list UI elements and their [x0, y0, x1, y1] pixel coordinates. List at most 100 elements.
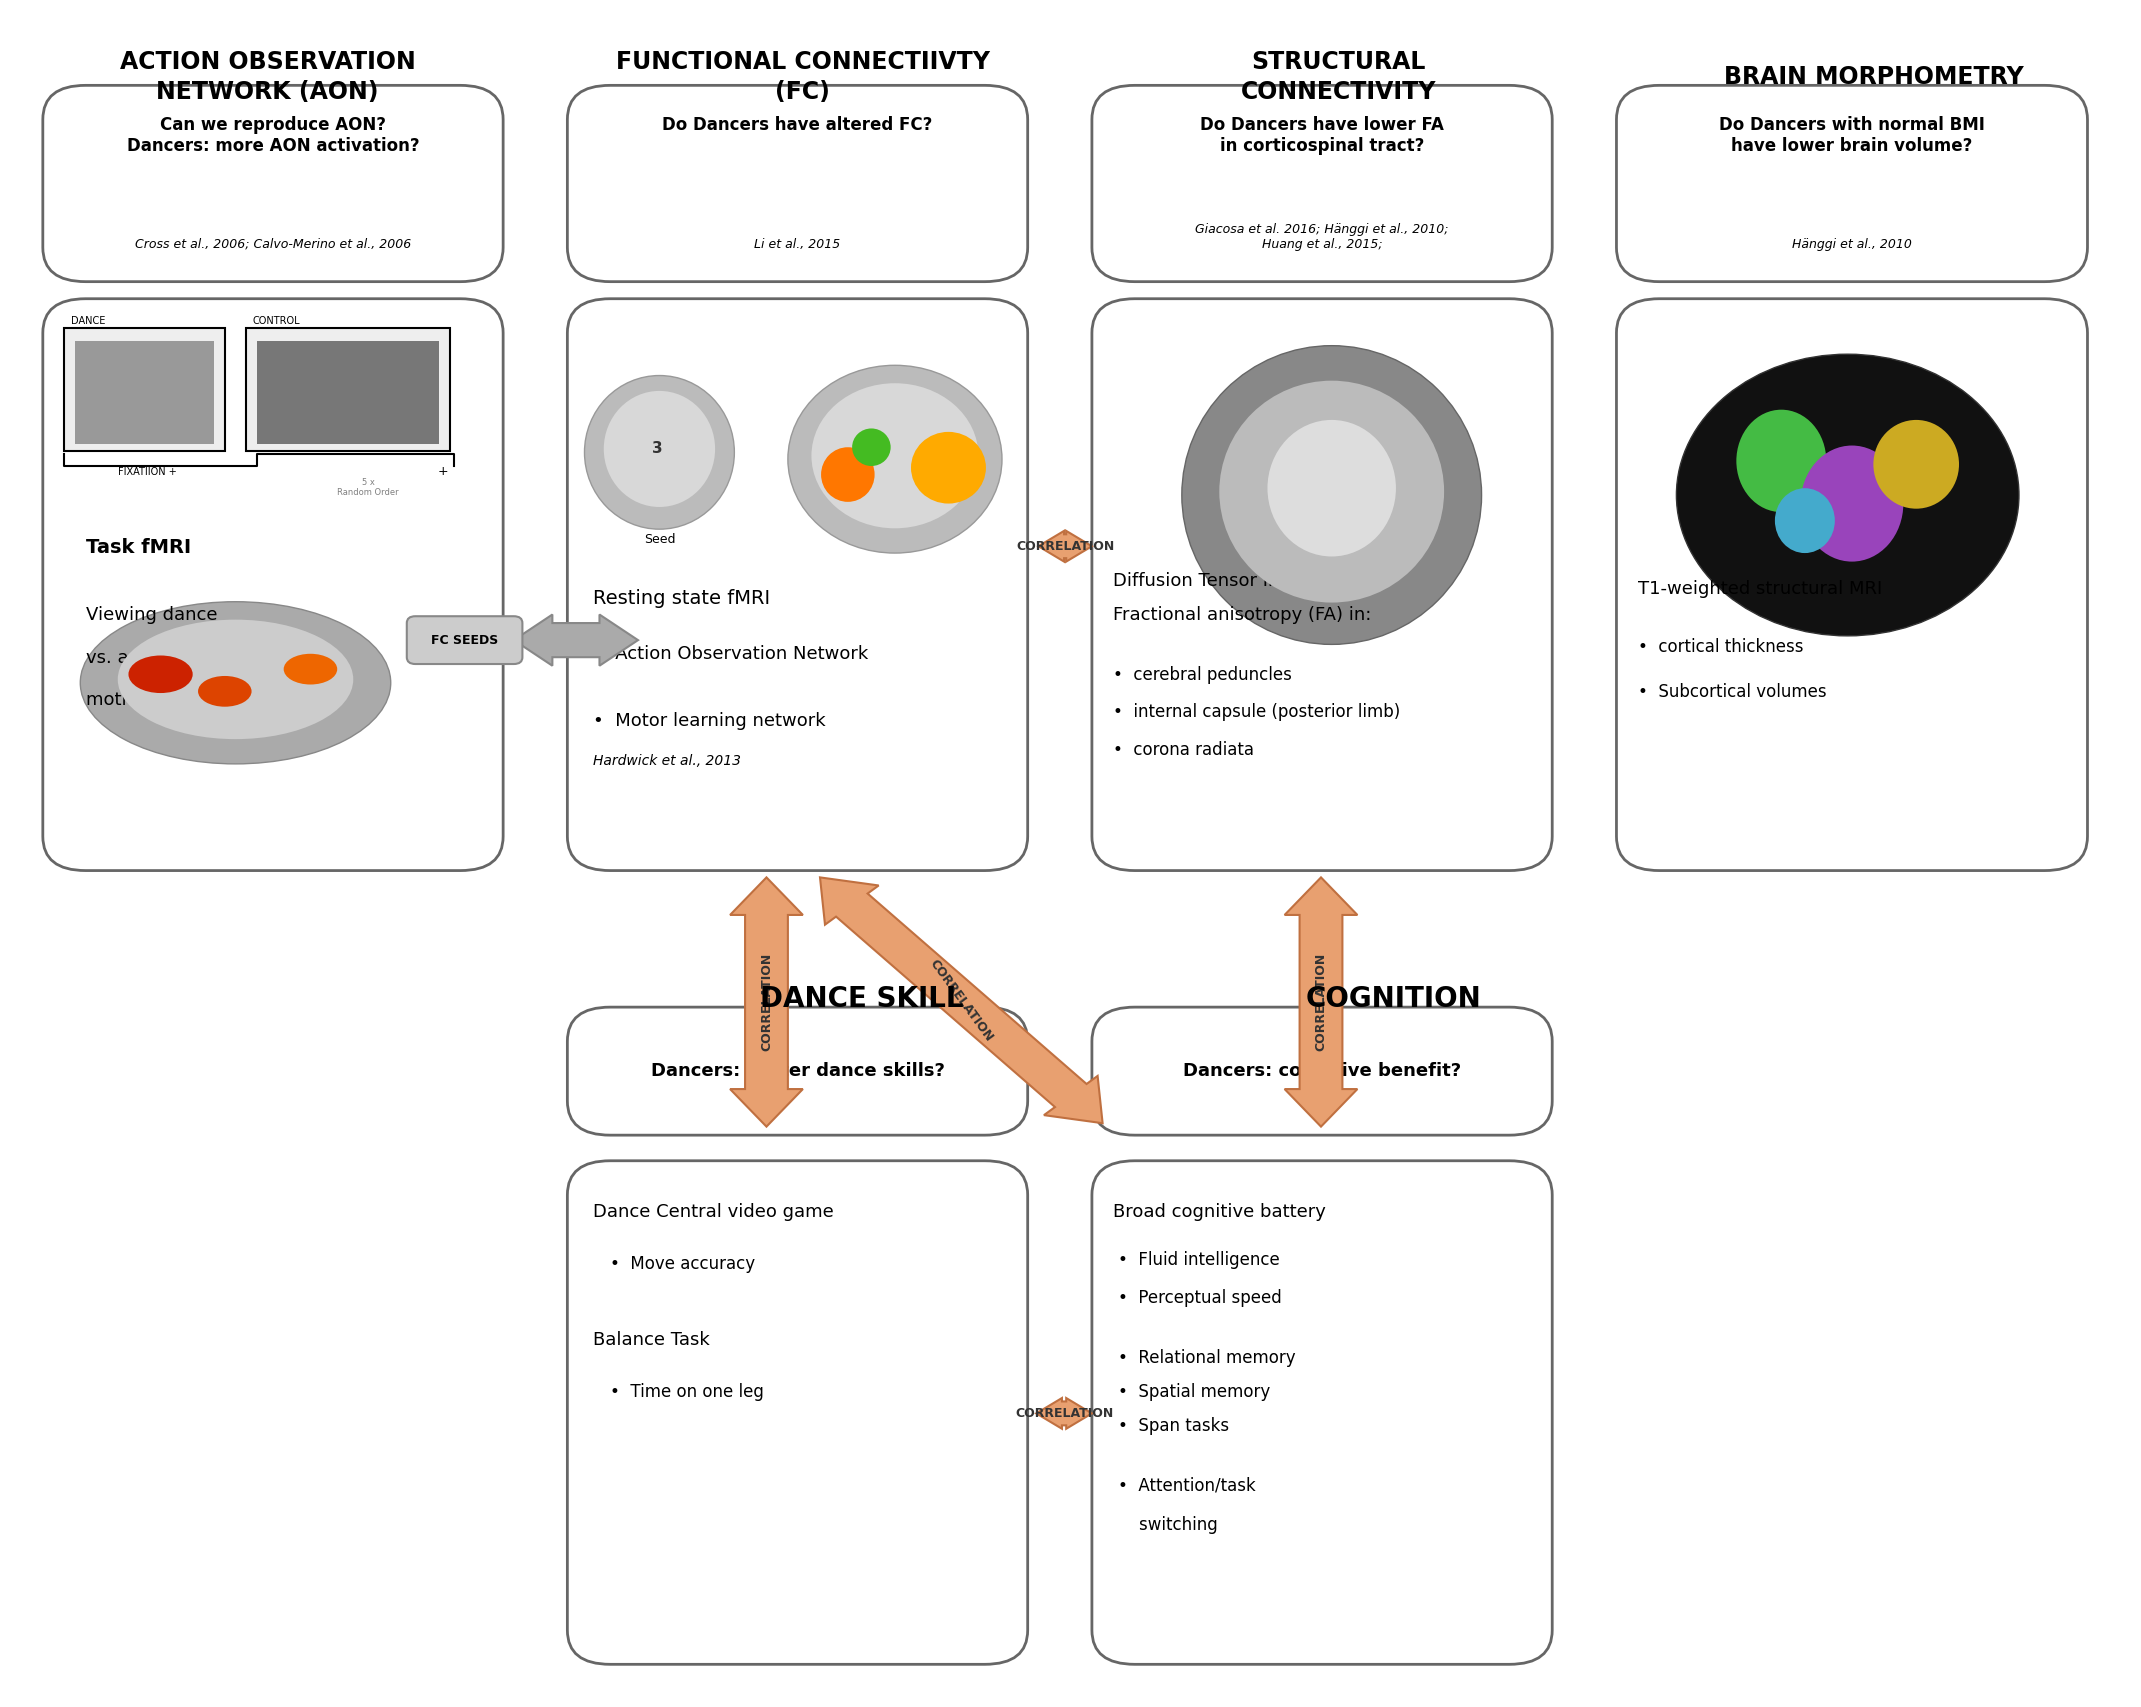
Text: CORRELATION: CORRELATION — [760, 953, 773, 1052]
Text: Viewing dance: Viewing dance — [86, 606, 216, 625]
Text: 3: 3 — [653, 442, 662, 456]
Text: •  internal capsule (posterior limb): • internal capsule (posterior limb) — [1113, 703, 1400, 722]
FancyBboxPatch shape — [64, 328, 225, 451]
Ellipse shape — [912, 432, 985, 504]
FancyBboxPatch shape — [1092, 299, 1552, 871]
FancyBboxPatch shape — [567, 85, 1028, 282]
Text: Li et al., 2015: Li et al., 2015 — [754, 237, 841, 251]
Text: FIXATIION +: FIXATIION + — [118, 466, 176, 476]
Text: Hardwick et al., 2013: Hardwick et al., 2013 — [593, 754, 741, 768]
Ellipse shape — [820, 447, 876, 502]
Text: FC SEEDS: FC SEEDS — [430, 633, 499, 647]
Ellipse shape — [852, 428, 891, 466]
Text: Resting state fMRI: Resting state fMRI — [593, 589, 771, 608]
Text: Dance Central video game: Dance Central video game — [593, 1203, 833, 1222]
Text: CONTROL: CONTROL — [253, 316, 300, 326]
Text: Cross et al., 2006; Calvo-Merino et al., 2006: Cross et al., 2006; Calvo-Merino et al.,… — [135, 237, 411, 251]
Text: Can we reproduce AON?
Dancers: more AON activation?: Can we reproduce AON? Dancers: more AON … — [126, 116, 420, 155]
Text: DANCE: DANCE — [71, 316, 105, 326]
Text: CORRELATION: CORRELATION — [927, 958, 996, 1043]
Text: Hänggi et al., 2010: Hänggi et al., 2010 — [1792, 237, 1912, 251]
Text: Do Dancers with normal BMI
have lower brain volume?: Do Dancers with normal BMI have lower br… — [1719, 116, 1985, 155]
Text: CORRELATION: CORRELATION — [1315, 953, 1327, 1052]
Text: BRAIN MORPHOMETRY: BRAIN MORPHOMETRY — [1724, 65, 2023, 89]
Text: Do Dancers have lower FA
in corticospinal tract?: Do Dancers have lower FA in corticospina… — [1201, 116, 1443, 155]
Text: Balance Task: Balance Task — [593, 1331, 711, 1350]
Text: Broad cognitive battery: Broad cognitive battery — [1113, 1203, 1325, 1222]
Ellipse shape — [584, 376, 734, 529]
FancyBboxPatch shape — [246, 328, 450, 451]
Ellipse shape — [1220, 381, 1443, 603]
Polygon shape — [820, 877, 1103, 1123]
Text: Seed: Seed — [644, 533, 674, 546]
FancyBboxPatch shape — [1092, 85, 1552, 282]
Ellipse shape — [118, 620, 353, 739]
Ellipse shape — [283, 654, 336, 685]
Text: •  cerebral peduncles: • cerebral peduncles — [1113, 666, 1293, 685]
Ellipse shape — [1801, 446, 1903, 562]
Text: Do Dancers have altered FC?: Do Dancers have altered FC? — [662, 116, 933, 135]
Bar — [257, 341, 439, 444]
Text: FUNCTIONAL CONNECTIIVTY
(FC): FUNCTIONAL CONNECTIIVTY (FC) — [617, 50, 989, 104]
Text: Fractional anisotropy (FA) in:: Fractional anisotropy (FA) in: — [1113, 606, 1372, 625]
Text: Giacosa et al. 2016; Hänggi et al., 2010;
Huang et al., 2015;: Giacosa et al. 2016; Hänggi et al., 2010… — [1195, 224, 1449, 251]
Text: •  Relational memory: • Relational memory — [1118, 1349, 1295, 1367]
Text: +: + — [439, 464, 447, 478]
Text: STRUCTURAL
CONNECTIVITY: STRUCTURAL CONNECTIVITY — [1240, 50, 1437, 104]
Text: •  corona radiata: • corona radiata — [1113, 741, 1255, 760]
Text: T1-weighted structural MRI: T1-weighted structural MRI — [1638, 580, 1882, 599]
Text: •  Action Observation Network: • Action Observation Network — [593, 645, 869, 664]
Bar — [75, 341, 214, 444]
Text: •  Move accuracy: • Move accuracy — [610, 1255, 756, 1273]
Text: •  Attention/task: • Attention/task — [1118, 1477, 1255, 1495]
FancyBboxPatch shape — [407, 616, 522, 664]
FancyBboxPatch shape — [43, 299, 503, 871]
FancyBboxPatch shape — [1092, 1161, 1552, 1664]
FancyBboxPatch shape — [567, 1007, 1028, 1135]
FancyBboxPatch shape — [1092, 1007, 1552, 1135]
Text: •  Perceptual speed: • Perceptual speed — [1118, 1289, 1280, 1308]
Text: Task fMRI: Task fMRI — [86, 538, 191, 556]
Text: ACTION OBSERVATION
NETWORK (AON): ACTION OBSERVATION NETWORK (AON) — [120, 50, 415, 104]
FancyBboxPatch shape — [567, 1161, 1028, 1664]
Text: switching: switching — [1118, 1516, 1218, 1535]
Ellipse shape — [81, 603, 390, 765]
Text: motion clips: motion clips — [86, 691, 195, 710]
FancyBboxPatch shape — [1616, 299, 2087, 871]
Text: vs. animate: vs. animate — [86, 649, 191, 667]
Ellipse shape — [604, 391, 715, 507]
Text: CORRELATION: CORRELATION — [1017, 539, 1113, 553]
Polygon shape — [1038, 531, 1092, 562]
Text: DANCE SKILL: DANCE SKILL — [760, 985, 963, 1012]
Text: Diffusion Tensor Imaging (DTI): Diffusion Tensor Imaging (DTI) — [1113, 572, 1385, 591]
Ellipse shape — [1182, 345, 1482, 644]
Ellipse shape — [197, 676, 253, 707]
Polygon shape — [1285, 877, 1357, 1127]
FancyBboxPatch shape — [567, 299, 1028, 871]
Text: •  Time on one leg: • Time on one leg — [610, 1383, 764, 1401]
Polygon shape — [730, 877, 803, 1127]
Text: COGNITION: COGNITION — [1306, 985, 1482, 1012]
Text: •  Subcortical volumes: • Subcortical volumes — [1638, 683, 1826, 702]
Text: •  Motor learning network: • Motor learning network — [593, 712, 826, 731]
Text: •  Spatial memory: • Spatial memory — [1118, 1383, 1270, 1401]
FancyBboxPatch shape — [1616, 85, 2087, 282]
Text: •  Fluid intelligence: • Fluid intelligence — [1118, 1251, 1280, 1270]
Ellipse shape — [1736, 410, 1826, 512]
Ellipse shape — [1873, 420, 1959, 509]
Ellipse shape — [811, 384, 978, 529]
Text: •  cortical thickness: • cortical thickness — [1638, 638, 1803, 657]
Text: Dancers: cognitive benefit?: Dancers: cognitive benefit? — [1184, 1062, 1460, 1081]
Polygon shape — [1036, 1398, 1092, 1429]
Text: 5 x
Random Order: 5 x Random Order — [338, 478, 398, 497]
Text: •  Span tasks: • Span tasks — [1118, 1417, 1229, 1436]
Ellipse shape — [1267, 420, 1396, 556]
Text: CORRELATION: CORRELATION — [1015, 1407, 1113, 1420]
Ellipse shape — [1775, 488, 1835, 553]
Text: Dancers: better dance skills?: Dancers: better dance skills? — [651, 1062, 944, 1081]
Ellipse shape — [1676, 353, 2019, 637]
FancyBboxPatch shape — [43, 85, 503, 282]
Ellipse shape — [788, 365, 1002, 553]
Ellipse shape — [128, 655, 193, 693]
Polygon shape — [514, 615, 638, 666]
